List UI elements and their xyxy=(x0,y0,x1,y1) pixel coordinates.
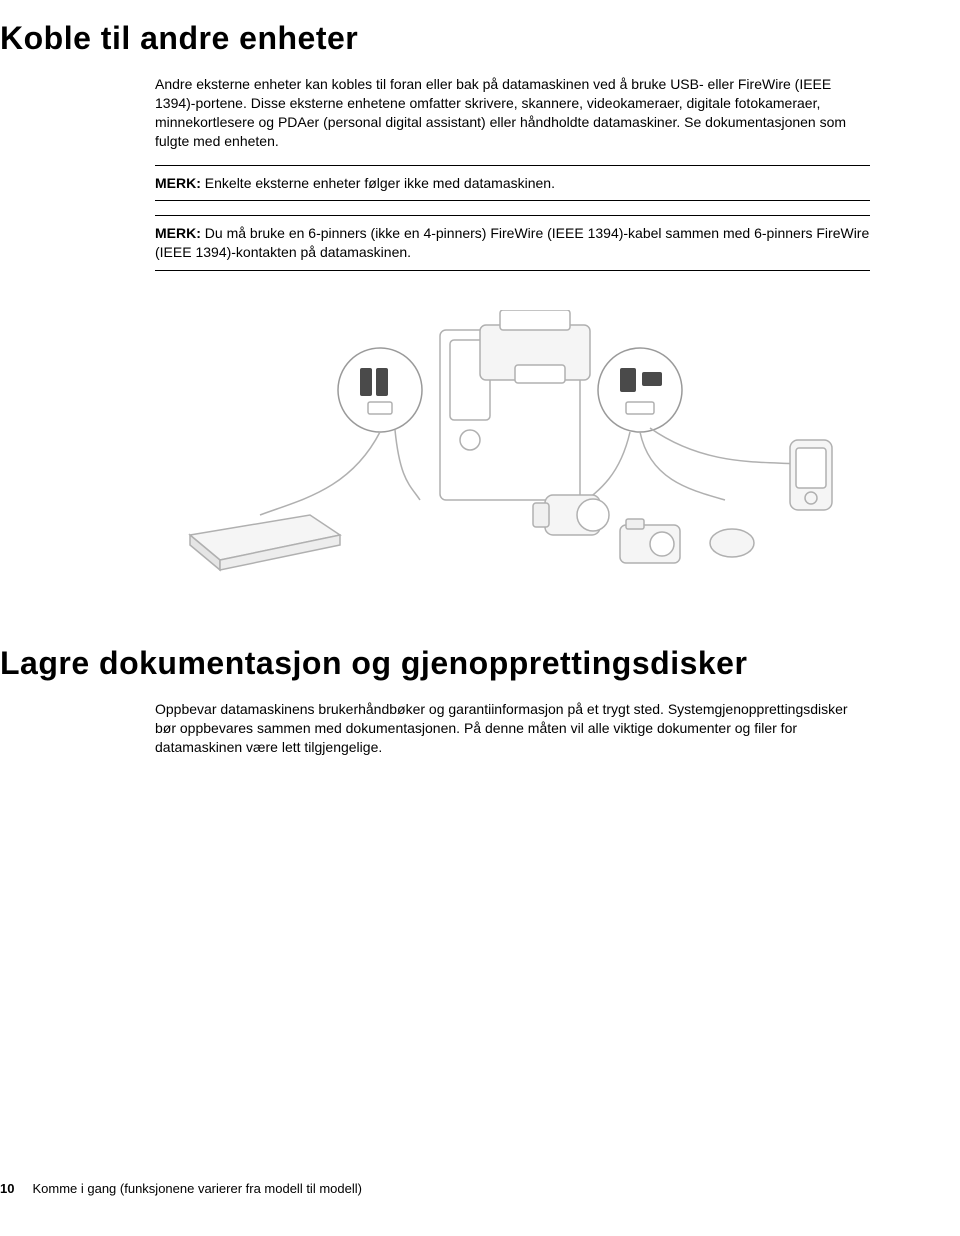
note2-label: MERK: xyxy=(155,225,201,241)
note-box-1: MERK: Enkelte eksterne enheter følger ik… xyxy=(155,165,870,202)
note1-label: MERK: xyxy=(155,175,201,191)
note2-text: MERK: Du må bruke en 6-pinners (ikke en … xyxy=(155,224,870,262)
page-content: Koble til andre enheter Andre eksterne e… xyxy=(0,0,960,757)
connection-diagram-illustration xyxy=(150,310,870,590)
section1-para1: Andre eksterne enheter kan kobles til fo… xyxy=(155,75,870,151)
page-footer: 10 Komme i gang (funksjonene varierer fra… xyxy=(0,1181,362,1196)
page-number: 10 xyxy=(0,1181,14,1196)
section2-body: Oppbevar datamaskinens brukerhåndbøker o… xyxy=(155,700,870,757)
running-title: Komme i gang (funksjonene varierer fra m… xyxy=(32,1181,361,1196)
heading-connect-devices: Koble til andre enheter xyxy=(0,20,870,57)
heading-store-docs: Lagre dokumentasjon og gjenopprettingsdi… xyxy=(0,645,870,682)
section2-para1: Oppbevar datamaskinens brukerhåndbøker o… xyxy=(155,700,870,757)
note2-body: Du må bruke en 6-pinners (ikke en 4-pinn… xyxy=(155,225,869,260)
section1-body: Andre eksterne enheter kan kobles til fo… xyxy=(155,75,870,271)
note1-body: Enkelte eksterne enheter følger ikke med… xyxy=(201,175,555,191)
note1-text: MERK: Enkelte eksterne enheter følger ik… xyxy=(155,174,870,193)
note-box-2: MERK: Du må bruke en 6-pinners (ikke en … xyxy=(155,215,870,271)
